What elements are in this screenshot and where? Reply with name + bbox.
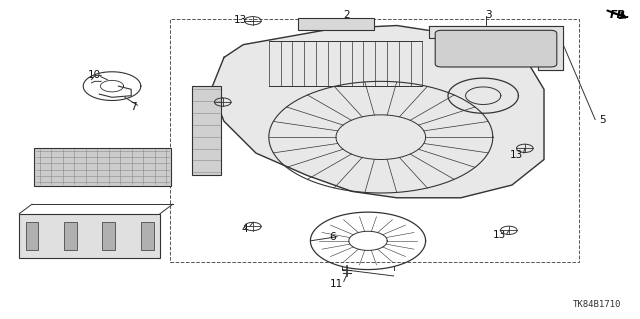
Text: TK84B1710: TK84B1710 <box>572 300 621 309</box>
Text: 5: 5 <box>600 115 606 125</box>
Text: 8: 8 <box>49 237 56 248</box>
Bar <box>141 222 154 250</box>
Text: 1: 1 <box>203 161 209 171</box>
Text: FR.: FR. <box>609 10 630 20</box>
Text: 3: 3 <box>486 10 492 20</box>
Bar <box>192 86 221 175</box>
Text: 13: 13 <box>234 15 246 25</box>
Text: 13: 13 <box>510 150 523 160</box>
Bar <box>298 18 374 30</box>
Text: 7: 7 <box>130 102 136 112</box>
FancyBboxPatch shape <box>34 148 171 186</box>
Text: 13: 13 <box>493 230 506 241</box>
Text: 12: 12 <box>200 96 212 107</box>
Bar <box>102 222 115 250</box>
Polygon shape <box>429 26 563 70</box>
Text: 11: 11 <box>330 279 342 289</box>
Text: 10: 10 <box>88 70 101 80</box>
Text: 4: 4 <box>241 224 248 234</box>
Text: 2: 2 <box>344 10 350 20</box>
Text: 6: 6 <box>330 232 336 242</box>
Bar <box>64 222 77 250</box>
Text: 9: 9 <box>47 177 53 188</box>
Bar <box>26 222 38 250</box>
Polygon shape <box>211 26 544 198</box>
Bar <box>19 214 160 258</box>
FancyBboxPatch shape <box>435 30 557 67</box>
